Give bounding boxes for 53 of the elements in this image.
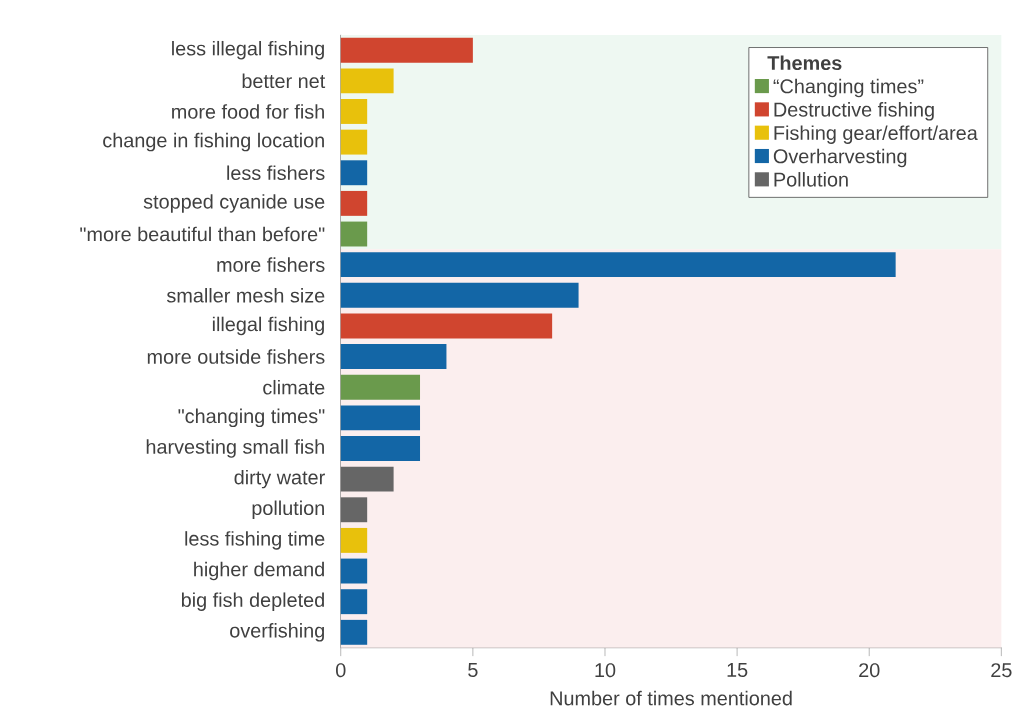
- legend-label: “Changing times”: [773, 78, 924, 98]
- bar: [340, 129, 368, 155]
- y-tick-label: pollution: [252, 500, 324, 519]
- bar: [340, 405, 421, 431]
- y-tick-label: higher demand: [194, 561, 324, 581]
- bar: [340, 313, 553, 339]
- x-tick-label: 0: [336, 662, 346, 678]
- y-tick-label: less illegal fishing: [172, 40, 324, 60]
- y-tick-label: overfishing: [230, 622, 324, 642]
- legend-label: Fishing gear/effort/area: [774, 125, 978, 144]
- bar: [340, 282, 579, 308]
- bar: [340, 558, 368, 584]
- y-tick-label: more food for fish: [172, 104, 324, 119]
- y-tick-label: "changing times": [178, 408, 325, 427]
- bar: [340, 160, 368, 186]
- y-tick-label: more outside fishers: [147, 349, 325, 364]
- y-tick-label: less fishers: [227, 165, 325, 180]
- bar: [340, 98, 368, 124]
- y-tick-label: harvesting small fish: [146, 439, 324, 458]
- y-tick-label: dirty water: [234, 469, 325, 489]
- y-tick-label: climate: [263, 379, 325, 395]
- bar: [340, 497, 368, 523]
- y-tick-label: more fishers: [217, 257, 325, 272]
- legend-label: Pollution: [774, 171, 848, 187]
- bar: [340, 589, 368, 614]
- y-tick-label: less fishing time: [185, 530, 325, 550]
- y-tick-label: "more beautiful than before": [80, 226, 325, 242]
- y-tick-label: better net: [242, 73, 326, 88]
- y-tick-label: illegal fishing: [212, 316, 324, 336]
- bar: [340, 619, 368, 645]
- bar: [340, 466, 394, 492]
- y-tick-label: change in fishing location: [103, 132, 324, 152]
- legend-title: Themes: [767, 55, 842, 70]
- bar: [340, 68, 394, 94]
- y-tick-label: smaller mesh size: [166, 287, 325, 303]
- bar: [340, 343, 447, 369]
- x-axis-title: Number of times mentioned: [550, 690, 792, 706]
- bar: [340, 527, 368, 553]
- x-tick-label: 10: [595, 662, 616, 678]
- bar: [340, 221, 368, 247]
- legend-label: Overharvesting: [773, 148, 907, 168]
- x-tick-label: 25: [991, 662, 1012, 678]
- y-tick-label: big fish depleted: [181, 592, 324, 611]
- bar: [340, 435, 421, 461]
- x-tick-label: 15: [727, 662, 748, 677]
- bar: [340, 190, 368, 216]
- bar: [340, 374, 421, 400]
- legend-label: Destructive fishing: [774, 101, 934, 121]
- x-tick-label: 20: [859, 662, 880, 678]
- bar: [340, 37, 473, 63]
- bar: [340, 252, 896, 277]
- y-tick-label: stopped cyanide use: [143, 193, 325, 213]
- x-tick-label: 5: [468, 662, 478, 677]
